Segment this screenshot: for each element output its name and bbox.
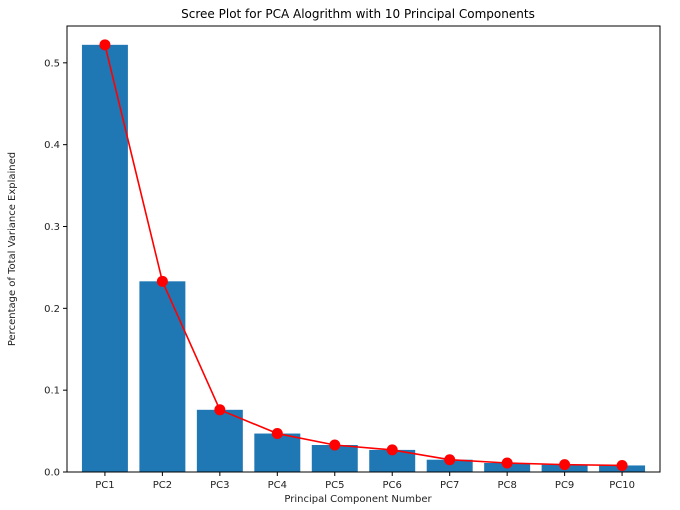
- y-tick-label: 0.2: [44, 304, 60, 315]
- x-tick-label: PC9: [555, 480, 574, 491]
- marker-pc10: [616, 459, 628, 471]
- bar-pc3: [196, 409, 243, 472]
- markers-group: [99, 39, 628, 471]
- y-tick-label: 0.5: [44, 58, 60, 69]
- x-tick-label: PC4: [268, 480, 287, 491]
- marker-pc2: [156, 275, 168, 287]
- marker-pc4: [271, 428, 283, 440]
- x-tick-label: PC8: [497, 480, 516, 491]
- marker-pc7: [444, 454, 456, 466]
- y-tick-label: 0.4: [44, 140, 60, 151]
- marker-pc1: [99, 39, 111, 51]
- y-axis-title: Percentage of Total Variance Explained: [7, 152, 18, 346]
- bar-pc6: [369, 449, 416, 472]
- line-series-group: [104, 44, 623, 467]
- x-axis-title: Principal Component Number: [284, 494, 432, 505]
- x-axis: PC1 PC2 PC3 PC4 PC5 PC6 PC7 PC8 PC9 PC10: [95, 472, 635, 491]
- marker-pc6: [386, 444, 398, 456]
- marker-pc5: [329, 439, 341, 451]
- y-tick-label: 0.3: [44, 222, 60, 233]
- marker-pc9: [559, 459, 571, 471]
- x-tick-label: PC5: [325, 480, 344, 491]
- x-tick-label: PC3: [210, 480, 229, 491]
- y-axis: 0.0 0.1 0.2 0.3 0.4 0.5: [44, 58, 67, 479]
- marker-pc8: [501, 457, 513, 469]
- bar-pc4: [254, 433, 301, 472]
- y-tick-label: 0.1: [44, 386, 60, 397]
- x-tick-label: PC7: [440, 480, 459, 491]
- plot-frame: [66, 25, 661, 473]
- marker-pc3: [214, 404, 226, 416]
- bar-pc2: [139, 281, 186, 472]
- x-tick-label: PC2: [153, 480, 172, 491]
- variance-line: [104, 44, 623, 467]
- bar-pc7: [426, 459, 473, 472]
- x-tick-label: PC1: [95, 480, 114, 491]
- x-tick-label: PC6: [383, 480, 402, 491]
- plot-area: [66, 25, 661, 473]
- chart-title: Scree Plot for PCA Alogrithm with 10 Pri…: [181, 7, 535, 21]
- y-tick-label: 0.0: [44, 468, 60, 479]
- bar-pc1: [81, 44, 128, 472]
- x-tick-label: PC10: [609, 480, 635, 491]
